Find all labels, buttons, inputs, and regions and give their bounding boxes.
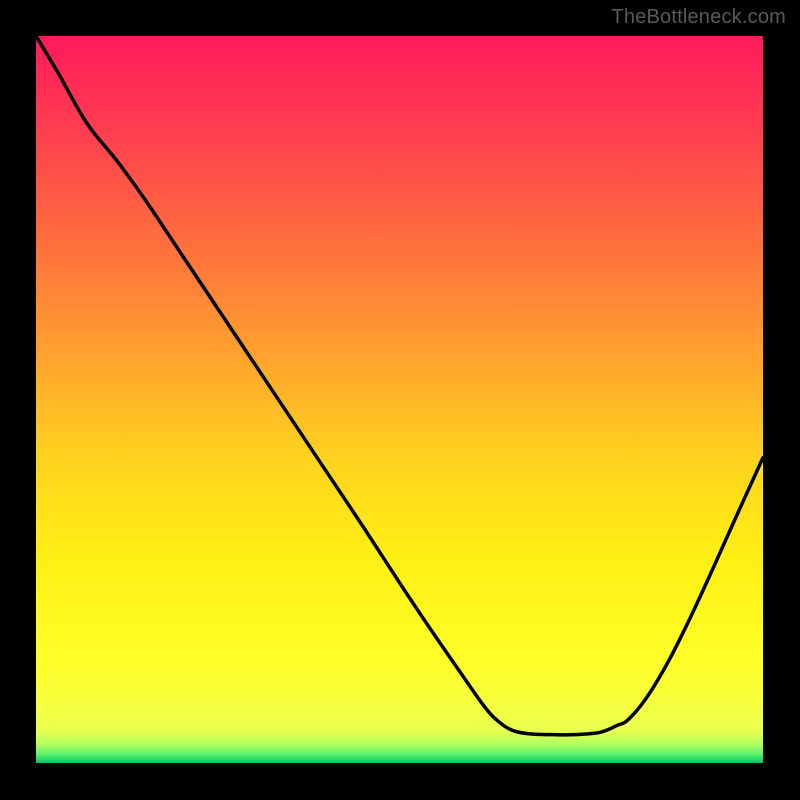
plot-area [36,36,763,763]
curve-svg [36,36,763,763]
bottleneck-curve [36,36,763,735]
watermark-text: TheBottleneck.com [611,6,786,29]
